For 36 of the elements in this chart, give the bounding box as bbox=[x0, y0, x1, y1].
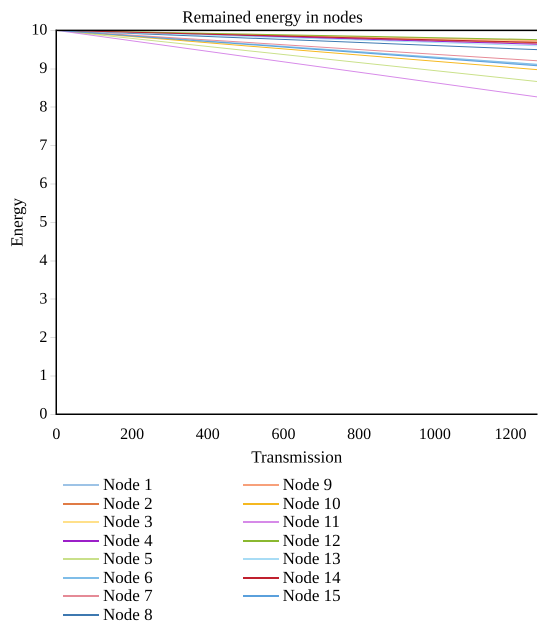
legend-label: Node 13 bbox=[282, 549, 341, 570]
legend-label: Node 12 bbox=[282, 530, 341, 551]
legend-label: Node 15 bbox=[282, 586, 341, 606]
legend-label: Node 9 bbox=[282, 475, 332, 496]
x-tick-label: 0 bbox=[52, 426, 60, 444]
x-tick-label: 800 bbox=[347, 426, 372, 444]
y-tick-label: 4 bbox=[39, 252, 48, 270]
legend-label: Node 10 bbox=[282, 494, 341, 514]
y-tick-label: 6 bbox=[39, 175, 48, 192]
y-tick-label: 7 bbox=[39, 136, 48, 154]
y-tick-label: 1 bbox=[39, 367, 48, 384]
x-tick-label: 200 bbox=[120, 426, 144, 444]
y-tick-label: 10 bbox=[31, 22, 48, 39]
y-tick-label: 2 bbox=[39, 328, 48, 346]
y-tick-label: 5 bbox=[39, 214, 48, 231]
y-tick-label: 9 bbox=[39, 60, 48, 78]
x-tick-label: 1200 bbox=[494, 426, 527, 444]
legend-label: Node 5 bbox=[103, 549, 153, 570]
x-tick-label: 400 bbox=[196, 426, 220, 444]
legend-label: Node 1 bbox=[103, 475, 153, 496]
x-tick-label: 600 bbox=[271, 426, 296, 444]
legend-label: Node 3 bbox=[103, 512, 153, 532]
legend-label: Node 14 bbox=[282, 568, 341, 588]
x-axis-title: Transmission bbox=[251, 447, 343, 466]
y-tick-label: 0 bbox=[39, 406, 48, 423]
y-tick-label: 8 bbox=[39, 98, 48, 116]
x-tick-label: 1000 bbox=[418, 426, 451, 444]
legend-label: Node 4 bbox=[103, 530, 153, 551]
y-tick-label: 3 bbox=[39, 290, 48, 308]
legend-label: Node 11 bbox=[282, 512, 340, 532]
legend-label: Node 6 bbox=[103, 568, 153, 588]
y-axis-title: Energy bbox=[8, 198, 27, 247]
chart-title: Remained energy in nodes bbox=[182, 8, 363, 27]
legend-label: Node 2 bbox=[103, 494, 153, 514]
legend-label: Node 7 bbox=[103, 586, 153, 606]
legend-label: Node 8 bbox=[103, 604, 153, 625]
